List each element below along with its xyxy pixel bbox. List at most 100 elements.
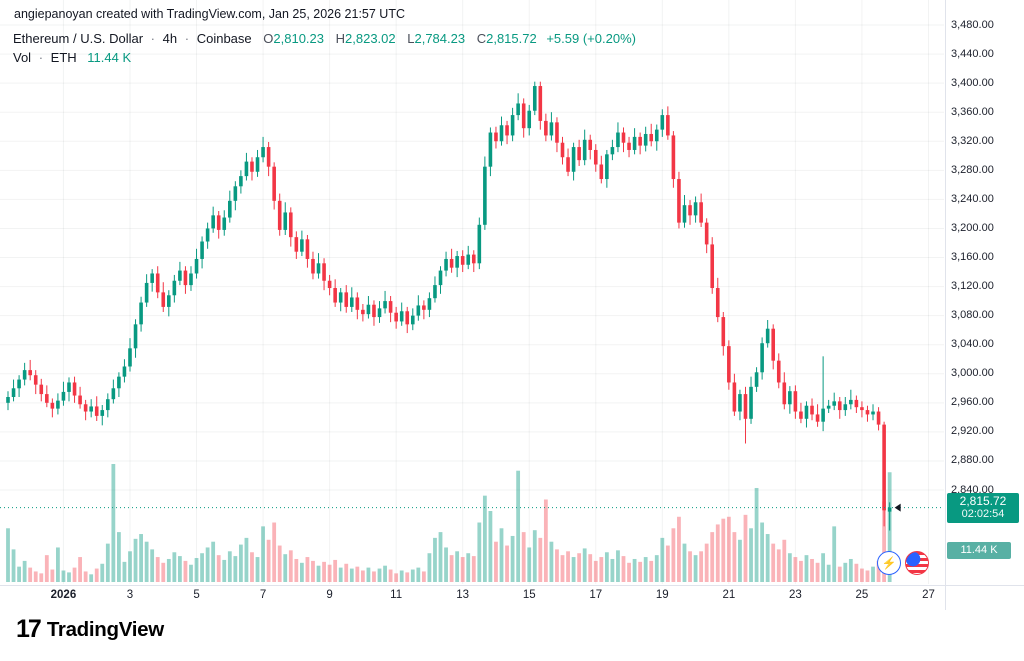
- time-axis-label[interactable]: 13: [456, 589, 470, 601]
- volume-bar: [715, 524, 720, 582]
- candle-body: [566, 157, 570, 172]
- volume-bar: [277, 545, 282, 582]
- candle-body: [627, 142, 631, 150]
- flag-icon[interactable]: [905, 551, 929, 575]
- time-axis-label[interactable]: 17: [589, 589, 603, 601]
- time-axis-label[interactable]: 23: [788, 589, 802, 601]
- price-axis-label[interactable]: 3,360.00: [951, 105, 994, 118]
- symbol-title[interactable]: Ethereum / U.S. Dollar: [13, 31, 144, 46]
- time-axis-label[interactable]: 2026: [50, 589, 77, 601]
- interval-label[interactable]: 4h: [162, 31, 178, 46]
- candle-body: [349, 297, 354, 307]
- candle-body: [527, 110, 532, 129]
- volume-bar: [471, 556, 476, 582]
- price-axis-label[interactable]: 2,920.00: [951, 425, 994, 438]
- volume-bar: [305, 557, 310, 582]
- volume-label[interactable]: Vol: [13, 50, 32, 65]
- candle-body: [826, 405, 831, 409]
- price-axis-label[interactable]: 3,080.00: [951, 309, 994, 322]
- candle-body: [39, 384, 44, 395]
- time-axis-label[interactable]: 7: [259, 589, 267, 601]
- volume-bar: [532, 530, 537, 582]
- time-axis-label[interactable]: 19: [655, 589, 669, 601]
- volume-bar: [582, 548, 587, 582]
- volume-bar: [865, 570, 870, 582]
- separator-dot: ·: [38, 50, 44, 65]
- volume-bar: [56, 547, 60, 582]
- candle-body: [194, 258, 199, 274]
- volume-bar: [50, 569, 55, 582]
- candle-body: [483, 166, 487, 225]
- volume-bar: [155, 557, 160, 582]
- price-axis-label[interactable]: 3,440.00: [951, 47, 994, 60]
- price-axis-label[interactable]: 3,040.00: [951, 338, 994, 351]
- time-axis-label[interactable]: 5: [193, 589, 200, 601]
- time-axis-label[interactable]: 15: [522, 589, 536, 601]
- lightning-icon[interactable]: ⚡: [877, 551, 901, 575]
- candle-body: [710, 244, 715, 289]
- volume-bar: [854, 563, 859, 582]
- time-axis-label[interactable]: 21: [722, 589, 736, 601]
- volume-bar: [311, 560, 315, 582]
- time-axis-label[interactable]: 25: [855, 589, 869, 601]
- price-axis-label[interactable]: 2,960.00: [951, 396, 994, 409]
- price-axis-label[interactable]: 3,320.00: [951, 134, 994, 147]
- volume-bar: [710, 532, 715, 582]
- candle-body: [593, 149, 598, 165]
- volume-bar: [632, 558, 637, 582]
- candle-body: [776, 360, 781, 383]
- price-axis-label[interactable]: 3,280.00: [951, 163, 994, 176]
- price-axis-label[interactable]: 2,880.00: [951, 454, 994, 467]
- candle-body: [133, 324, 138, 349]
- candle-body: [355, 297, 360, 310]
- time-axis-label[interactable]: 27: [922, 589, 935, 601]
- volume-bar: [438, 532, 443, 582]
- candle-body: [33, 375, 38, 385]
- volume-bar: [6, 528, 10, 582]
- price-axis-label[interactable]: 3,200.00: [951, 221, 994, 234]
- candle-body: [882, 424, 886, 511]
- candle-body: [311, 258, 315, 274]
- price-axis-label[interactable]: 3,480.00: [951, 18, 994, 31]
- volume-bar: [494, 541, 498, 582]
- exchange-label[interactable]: Coinbase: [196, 31, 252, 46]
- separator-dot: ·: [150, 31, 156, 46]
- time-axis-label[interactable]: 9: [326, 589, 333, 601]
- candle-body: [83, 404, 88, 412]
- candle-body: [621, 132, 626, 143]
- candle-body: [727, 346, 731, 383]
- price-axis-label[interactable]: 3,400.00: [951, 76, 994, 89]
- volume-bar: [383, 565, 387, 582]
- candle-body: [410, 315, 415, 325]
- time-axis[interactable]: 2026 3 5 7 9 11 13 15 17 19 21 23 25 27: [0, 589, 960, 605]
- price-axis[interactable]: 3,480.00 3,440.00 3,400.00 3,360.00 3,320.00…: [949, 0, 1023, 585]
- time-axis-label[interactable]: 11: [390, 589, 403, 601]
- time-axis-label[interactable]: 3: [126, 589, 134, 601]
- tradingview-logo[interactable]: 17 TradingView: [16, 617, 164, 642]
- volume-bar: [166, 558, 171, 582]
- volume-bar: [732, 532, 737, 582]
- candle-body: [516, 103, 520, 116]
- attribution-text: angiepanoyan created with TradingView.co…: [14, 7, 405, 21]
- volume-bar: [604, 552, 609, 582]
- volume-bar: [460, 557, 465, 582]
- volume-bar: [150, 549, 155, 582]
- price-axis-label[interactable]: 3,240.00: [951, 192, 994, 205]
- price-axis-label[interactable]: 3,120.00: [951, 280, 994, 293]
- volume-bar: [521, 532, 526, 582]
- candle-body: [821, 408, 825, 422]
- price-axis-label[interactable]: 2,840.00: [951, 483, 994, 496]
- volume-bar: [527, 547, 532, 582]
- volume-bar: [227, 551, 232, 582]
- volume-bar: [233, 556, 238, 582]
- candle-body: [399, 311, 404, 322]
- last-price-badge: 2,815.72 02:02:54: [947, 492, 1019, 523]
- candle-body: [261, 147, 265, 158]
- candle-body: [178, 270, 182, 281]
- price-axis-label[interactable]: 3,160.00: [951, 251, 994, 263]
- price-axis-label[interactable]: 3,000.00: [951, 367, 994, 380]
- chart-canvas[interactable]: [0, 0, 1024, 610]
- candle-body: [654, 129, 659, 142]
